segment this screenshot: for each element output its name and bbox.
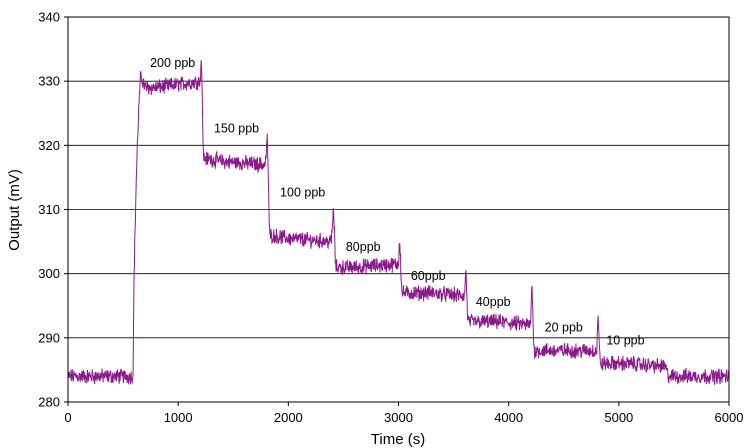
x-tick-label-5000: 5000 (604, 410, 633, 425)
annotation-label-4: 60ppb (411, 269, 446, 283)
axis-ticks: 280 290 300 310 320 330 340 0 1000 2000 3000 4000 50… (38, 10, 743, 426)
gridlines (68, 80, 729, 339)
annotation-label-2: 100 ppb (280, 186, 325, 200)
y-tick-label-300: 300 (38, 266, 60, 281)
x-tick-label-2000: 2000 (274, 410, 303, 425)
annotation-label-3: 80ppb (346, 240, 381, 254)
x-tick-label-3000: 3000 (384, 410, 413, 425)
annotation-label-7: 10 ppb (606, 333, 644, 347)
series-line (67, 60, 730, 386)
annotation-label-1: 150 ppb (214, 122, 259, 136)
series-group (67, 60, 730, 386)
y-tick-label-290: 290 (38, 330, 60, 345)
y-tick-label-330: 330 (38, 74, 60, 89)
x-axis-label: Time (s) (371, 431, 425, 448)
y-tick-label-280: 280 (38, 395, 60, 410)
annotation-label-0: 200 ppb (150, 56, 195, 70)
y-tick-label-320: 320 (38, 138, 60, 153)
annotation-label-5: 40ppb (476, 295, 511, 309)
y-tick-label-340: 340 (38, 10, 60, 25)
annotation-label-6: 20 ppb (545, 320, 583, 334)
annotations: 200 ppb 150 ppb 100 ppb 80ppb 60ppb 40ppb 20 p… (150, 56, 645, 347)
y-axis-label: Output (mV) (6, 169, 23, 251)
x-tick-label-0: 0 (64, 410, 71, 425)
x-tick-label-4000: 4000 (494, 410, 523, 425)
x-tick-label-1000: 1000 (164, 410, 193, 425)
y-tick-label-310: 310 (38, 202, 60, 217)
x-tick-label-6000: 6000 (715, 410, 744, 425)
